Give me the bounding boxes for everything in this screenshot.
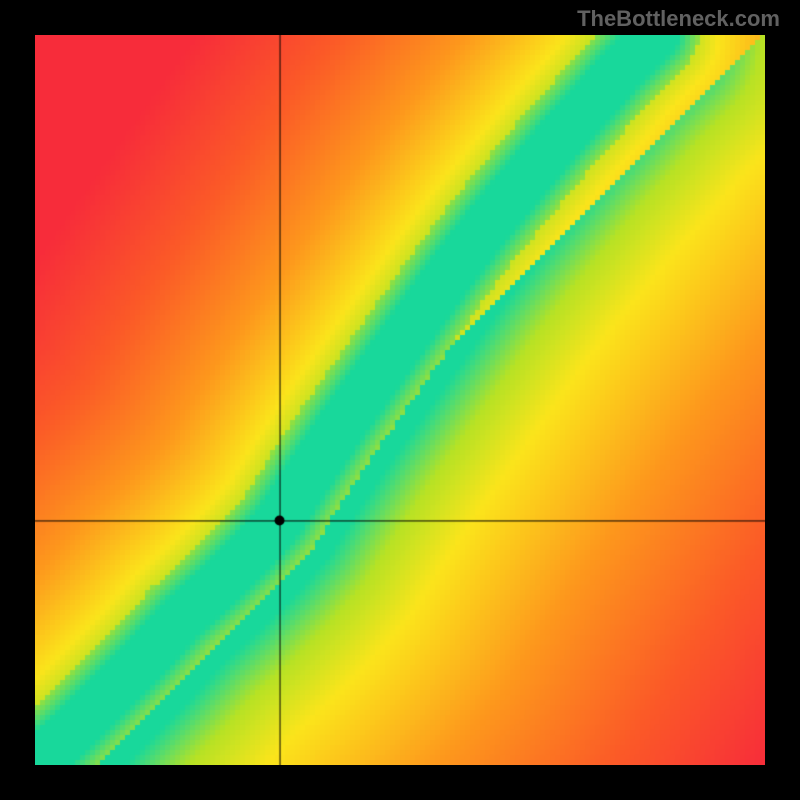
- watermark-text: TheBottleneck.com: [577, 6, 780, 32]
- chart-container: TheBottleneck.com: [0, 0, 800, 800]
- plot-area: [35, 35, 765, 765]
- heatmap-canvas: [35, 35, 765, 765]
